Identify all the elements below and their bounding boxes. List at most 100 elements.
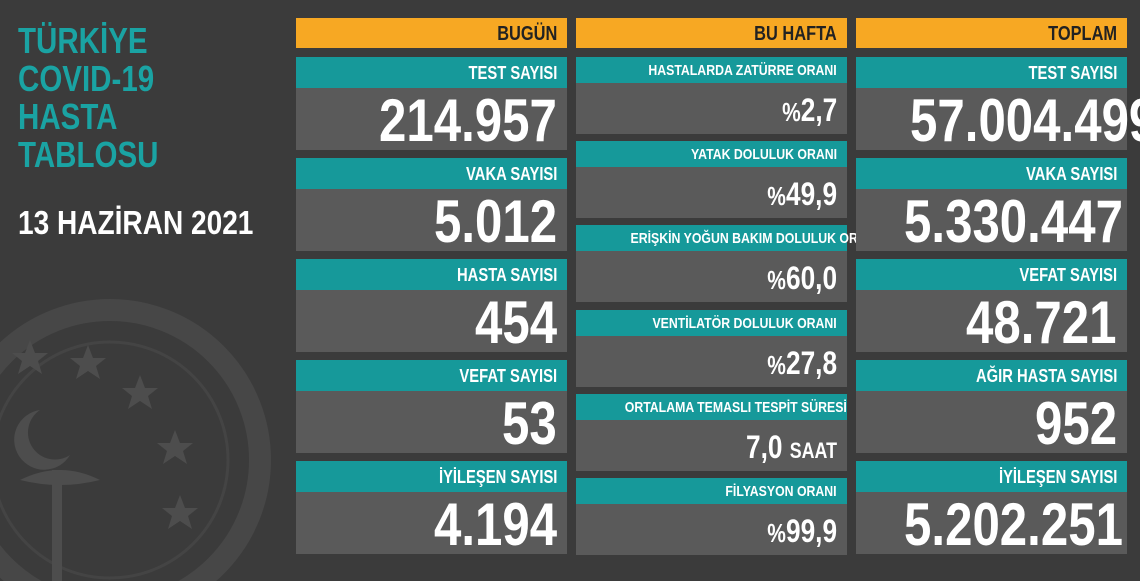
date: 13 HAZİRAN 2021: [18, 204, 254, 241]
value-wrap: %99,9: [767, 504, 837, 562]
card-label: VEFAT SAYISI: [856, 259, 1127, 290]
value-prefix: %: [767, 520, 786, 548]
card: VEFAT SAYISI 53: [296, 360, 567, 457]
card-value: 5.202.251: [856, 492, 1127, 558]
label-text: ERİŞKİN YOĞUN BAKIM DOLULUK ORANI: [630, 230, 880, 248]
label-text: İYİLEŞEN SAYISI: [438, 467, 557, 487]
card: TEST SAYISI 57.004.499: [856, 57, 1140, 154]
label-text: VEFAT SAYISI: [1019, 265, 1117, 285]
card-value: %27,8: [576, 335, 847, 387]
card-value: 48.721: [856, 290, 1127, 356]
card-value: 53: [296, 391, 567, 457]
card-label: HASTALARDA ZATÜRRE ORANI: [576, 57, 847, 83]
value-wrap: 48.721: [967, 290, 1117, 356]
card-label: İYİLEŞEN SAYISI: [296, 461, 567, 492]
value-wrap: 5.012: [434, 189, 557, 255]
label-text: YATAK DOLULUK ORANI: [690, 146, 837, 164]
card: İYİLEŞEN SAYISI 4.194: [296, 461, 567, 558]
value: 5.330.447: [904, 188, 1123, 255]
card-label: YATAK DOLULUK ORANI: [576, 141, 847, 168]
value: 60,0: [785, 260, 837, 297]
title-line: TABLOSU: [18, 134, 159, 175]
value: 952: [1034, 390, 1117, 457]
column-header: BUGÜN: [296, 18, 567, 48]
card-label: HASTA SAYISI: [296, 259, 567, 290]
card-value: %99,9: [576, 504, 847, 555]
card-label: TEST SAYISI: [856, 57, 1127, 88]
value-prefix: %: [767, 183, 786, 212]
card-value: 454: [296, 290, 567, 356]
label-text: VAKA SAYISI: [1025, 164, 1117, 184]
card-label: İYİLEŞEN SAYISI: [856, 461, 1127, 492]
column: BU HAFTA HASTALARDA ZATÜRRE ORANI %2,7 YATA…: [576, 18, 879, 555]
column: TOPLAM TEST SAYISI 57.004.499 VAKA SAYISI 5.…: [856, 18, 1140, 558]
card: TEST SAYISI 214.957: [296, 57, 567, 154]
value-wrap: 214.957: [379, 88, 557, 154]
card: ERİŞKİN YOĞUN BAKIM DOLULUK ORANI %60,0: [576, 225, 879, 303]
value-wrap: 7,0 SAAT: [746, 420, 837, 478]
value-wrap: 952: [1035, 391, 1117, 457]
card-value: 214.957: [296, 88, 567, 154]
value: 99,9: [785, 513, 837, 549]
value-wrap: 454: [475, 290, 557, 356]
card-label: VAKA SAYISI: [856, 158, 1127, 189]
value-wrap: %2,7: [782, 83, 837, 141]
card: HASTALARDA ZATÜRRE ORANI %2,7: [576, 57, 847, 134]
value: 53: [502, 390, 557, 457]
emblem: [0, 299, 271, 581]
column-header: BU HAFTA: [576, 18, 847, 48]
value-wrap: %27,8: [767, 336, 837, 394]
value-wrap: 5.330.447: [904, 189, 1123, 255]
value-suffix: SAAT: [789, 437, 837, 463]
column: BUGÜN TEST SAYISI 214.957 VAKA SAYISI 5.012 H…: [296, 18, 567, 558]
card-label: FİLYASYON ORANI: [576, 478, 847, 504]
header-text: TOPLAM: [1048, 23, 1117, 45]
card-value: 7,0 SAAT: [576, 419, 847, 471]
card: İYİLEŞEN SAYISI 5.202.251: [856, 461, 1127, 558]
card-label: TEST SAYISI: [296, 57, 567, 88]
label-text: VAKA SAYISI: [465, 164, 557, 184]
value: 5.012: [433, 188, 557, 255]
card-value: 57.004.499: [856, 88, 1140, 154]
label-text: AĞIR HASTA SAYISI: [975, 366, 1117, 386]
value-prefix: %: [767, 351, 786, 380]
card-value: %2,7: [576, 83, 847, 134]
label-text: TEST SAYISI: [1028, 63, 1117, 83]
value-wrap: 4.194: [434, 492, 557, 558]
value-wrap: 53: [502, 391, 557, 457]
card-label: ERİŞKİN YOĞUN BAKIM DOLULUK ORANI: [576, 225, 879, 252]
card-label: VEFAT SAYISI: [296, 360, 567, 391]
label-text: HASTALARDA ZATÜRRE ORANI: [648, 62, 837, 79]
card: YATAK DOLULUK ORANI %49,9: [576, 141, 847, 219]
card-value: 5.012: [296, 189, 567, 255]
title-line: HASTA: [18, 96, 118, 137]
card: VEFAT SAYISI 48.721: [856, 259, 1127, 356]
value-prefix: %: [767, 267, 786, 296]
value: 7,0: [746, 428, 783, 465]
card-value: 4.194: [296, 492, 567, 558]
value-wrap: %60,0: [767, 251, 837, 309]
card: AĞIR HASTA SAYISI 952: [856, 360, 1127, 457]
card: VENTİLATÖR DOLULUK ORANI %27,8: [576, 309, 847, 387]
label-text: VENTİLATÖR DOLULUK ORANI: [652, 314, 837, 332]
label-text: TEST SAYISI: [468, 63, 557, 83]
card-value: 5.330.447: [856, 189, 1127, 255]
value-prefix: %: [781, 99, 801, 127]
header-text: BUGÜN: [496, 23, 557, 45]
value: 57.004.499: [910, 87, 1140, 154]
title: TÜRKİYE COVID-19 HASTA TABLOSU: [18, 22, 158, 174]
value: 49,9: [785, 176, 837, 213]
card: HASTA SAYISI 454: [296, 259, 567, 356]
card-label: VENTİLATÖR DOLULUK ORANI: [576, 309, 847, 336]
card-value: 952: [856, 391, 1127, 457]
value-wrap: %49,9: [767, 167, 837, 225]
card-label: AĞIR HASTA SAYISI: [856, 360, 1127, 391]
title-line: COVID-19: [18, 58, 155, 99]
value: 214.957: [379, 87, 557, 154]
title-line: TÜRKİYE: [18, 20, 148, 61]
value-wrap: 5.202.251: [904, 492, 1123, 558]
label-text: İYİLEŞEN SAYISI: [998, 467, 1117, 487]
value: 2,7: [800, 92, 837, 128]
card-label: VAKA SAYISI: [296, 158, 567, 189]
